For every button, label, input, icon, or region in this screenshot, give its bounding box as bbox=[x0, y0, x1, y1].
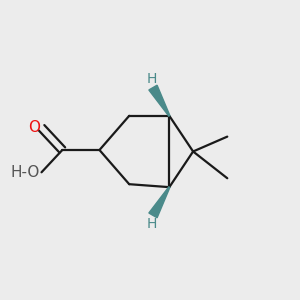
Text: O: O bbox=[28, 120, 40, 135]
Text: H-O: H-O bbox=[11, 165, 40, 180]
Text: H: H bbox=[146, 217, 157, 231]
Polygon shape bbox=[149, 85, 170, 116]
Polygon shape bbox=[149, 187, 170, 218]
Text: H: H bbox=[146, 72, 157, 86]
